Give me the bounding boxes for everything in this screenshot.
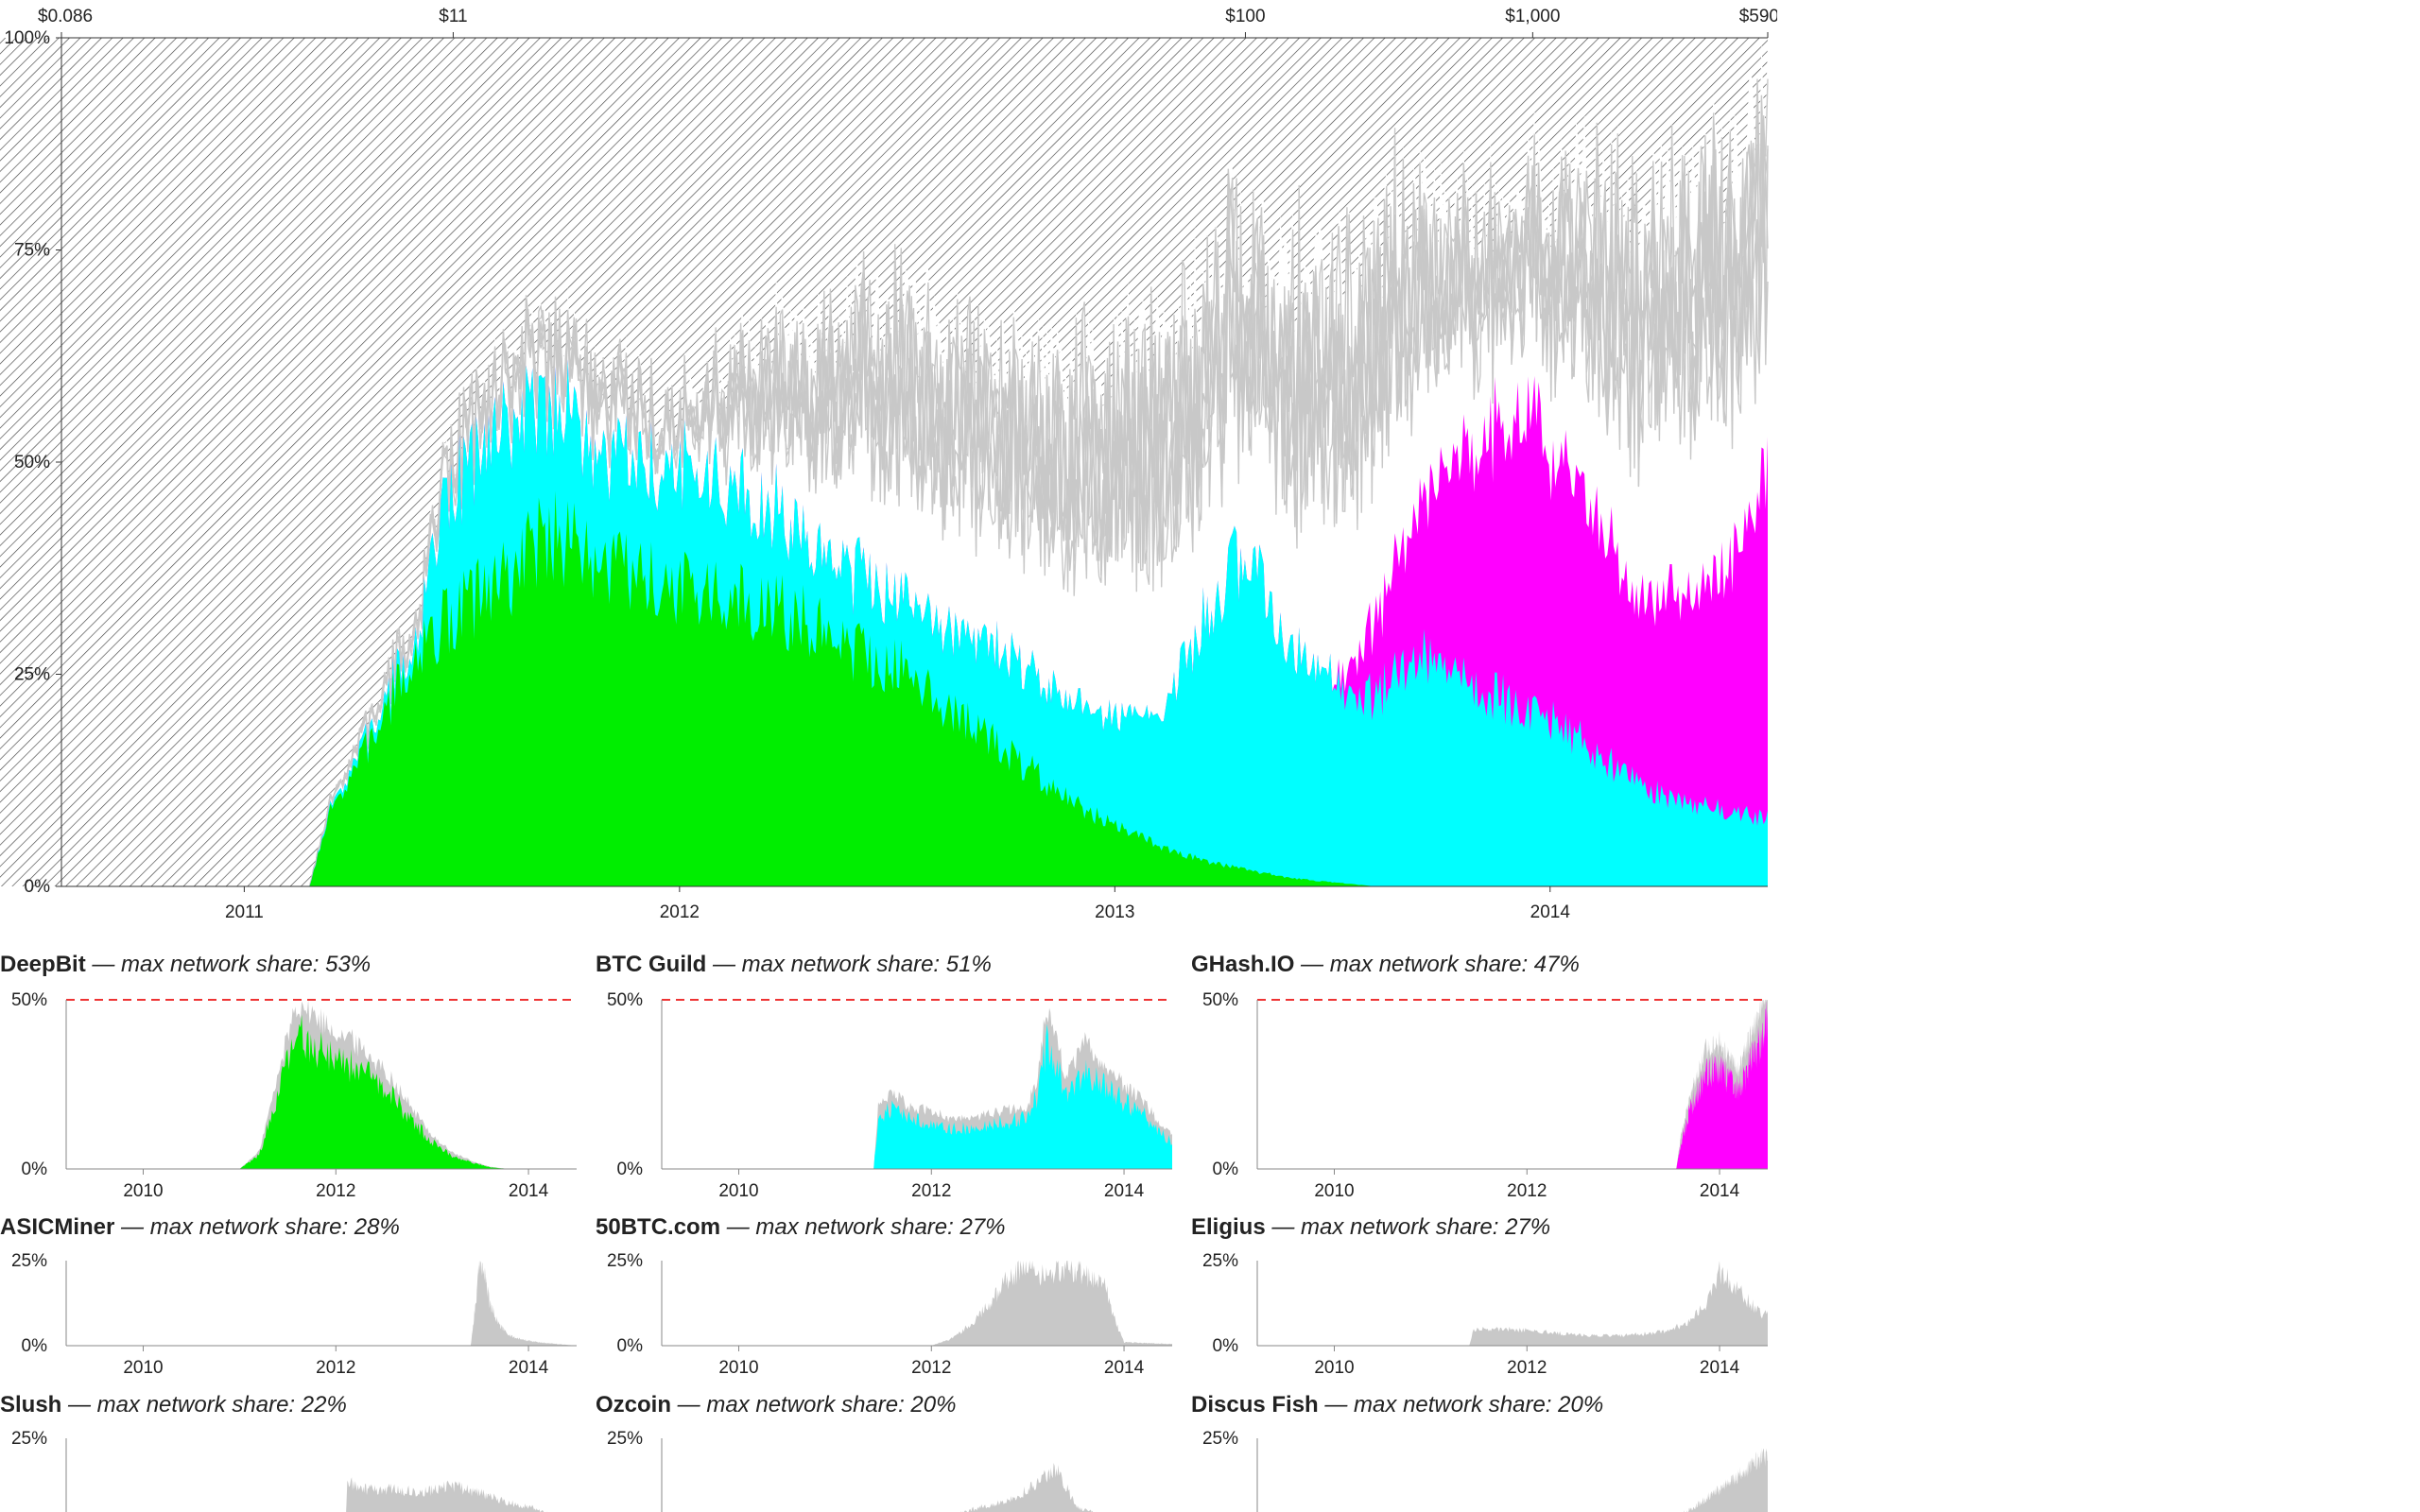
price-tick-label: $590	[1739, 7, 1777, 26]
ghash-io-share-area	[1676, 1000, 1768, 1169]
x-tick-label: 2012	[911, 1358, 951, 1378]
y-tick-label: 100%	[4, 28, 50, 48]
btc-guild-title: BTC Guild — max network share: 51%	[596, 952, 992, 978]
50btc-com-pool-name: 50BTC.com	[596, 1214, 721, 1240]
ghash-io-pool-name: GHash.IO	[1191, 952, 1295, 977]
x-tick-label: 2012	[660, 902, 700, 922]
ozcoin-chart: 25%	[607, 1429, 1097, 1512]
x-tick-label: 2010	[123, 1181, 163, 1201]
btc-guild-share-area	[873, 1023, 1172, 1169]
btc-guild-chart: 0% 50% 2010 2012 2014	[607, 990, 1172, 1201]
ozcoin-title: Ozcoin — max network share: 20%	[596, 1392, 956, 1418]
main-plot-area	[0, 38, 1769, 887]
discus-fish-share-area	[1681, 1447, 1768, 1512]
x-tick-label: 2011	[225, 902, 264, 922]
x-tick-label: 2014	[1700, 1181, 1740, 1201]
y-tick-label: 25%	[11, 1251, 47, 1271]
y-tick-label: 0%	[1213, 1336, 1239, 1356]
y-tick-label: 75%	[14, 241, 50, 261]
y-tick-label: 25%	[1202, 1429, 1238, 1449]
price-tick-label: $11	[439, 7, 467, 26]
x-tick-label: 2012	[316, 1358, 355, 1378]
50btc-com-max-share: — max network share: 27%	[720, 1214, 1006, 1240]
y-tick-label: 25%	[14, 665, 50, 685]
x-tick-label: 2012	[316, 1181, 355, 1201]
price-tick-label: $0.086	[38, 7, 93, 26]
50btc-com-share-area	[931, 1261, 1172, 1346]
y-tick-label: 50%	[607, 990, 643, 1010]
x-tick-label: 2012	[1507, 1181, 1547, 1201]
deepbit-max-share: — max network share: 53%	[85, 952, 372, 977]
x-tick-label: 2014	[509, 1181, 549, 1201]
x-tick-label: 2010	[1314, 1181, 1354, 1201]
y-tick-label: 50%	[11, 990, 47, 1010]
y-tick-label: 50%	[14, 453, 50, 472]
asicminer-max-share: — max network share: 28%	[114, 1214, 400, 1240]
ozcoin-pool-name: Ozcoin	[596, 1392, 672, 1418]
x-tick-label: 2010	[718, 1181, 758, 1201]
ghash-io-title: GHash.IO — max network share: 47%	[1191, 952, 1580, 978]
discus-fish-max-share: — max network share: 20%	[1318, 1392, 1604, 1418]
eligius-title: Eligius — max network share: 27%	[1191, 1214, 1550, 1241]
x-tick-label: 2013	[1095, 902, 1134, 922]
slush-chart: 25%	[11, 1429, 548, 1512]
asicminer-chart: 0% 25% 2010 2012 2014	[11, 1251, 577, 1378]
eligius-chart: 0% 25% 2010 2012 2014	[1202, 1251, 1768, 1378]
btc-guild-max-share: — max network share: 51%	[706, 952, 992, 977]
x-tick-label: 2014	[1530, 902, 1571, 922]
discus-fish-title: Discus Fish — max network share: 20%	[1191, 1392, 1603, 1418]
x-tick-label: 2014	[1104, 1181, 1145, 1201]
eligius-max-share: — max network share: 27%	[1265, 1214, 1551, 1240]
main-axes: 0% 25% 50% 75% 100% 2011 2012 2013 2014 $0.086 $11…	[4, 7, 1777, 922]
x-tick-label: 2012	[911, 1181, 951, 1201]
eligius-pool-name: Eligius	[1191, 1214, 1266, 1240]
x-tick-label: 2014	[1104, 1358, 1145, 1378]
deepbit-title: DeepBit — max network share: 53%	[0, 952, 371, 978]
y-tick-label: 0%	[22, 1336, 48, 1356]
50btc-com-title: 50BTC.com — max network share: 27%	[596, 1214, 1006, 1241]
asicminer-pool-name: ASICMiner	[0, 1214, 115, 1240]
eligius-share-area	[1469, 1261, 1768, 1346]
price-tick-label: $100	[1225, 7, 1265, 26]
y-tick-label: 25%	[607, 1429, 643, 1449]
x-tick-label: 2014	[1700, 1358, 1740, 1378]
y-tick-label: 0%	[22, 1160, 48, 1179]
deepbit-share-area	[239, 1014, 577, 1169]
btc-guild-pool-name: BTC Guild	[596, 952, 707, 977]
asicminer-share-area	[470, 1261, 577, 1346]
x-tick-label: 2012	[1507, 1358, 1547, 1378]
y-tick-label: 25%	[607, 1251, 643, 1271]
ozcoin-max-share: — max network share: 20%	[671, 1392, 957, 1418]
slush-max-share: — max network share: 22%	[61, 1392, 347, 1418]
other-pools-line	[308, 106, 1769, 887]
y-tick-label: 0%	[1213, 1160, 1239, 1179]
price-tick-label: $1,000	[1505, 7, 1560, 26]
deepbit-chart: 0% 50% 2010 2012 2014	[11, 990, 577, 1201]
deepbit-pool-name: DeepBit	[0, 952, 86, 977]
deepbit-area	[309, 490, 1769, 886]
slush-share-area	[346, 1477, 548, 1512]
y-tick-label: 50%	[1202, 990, 1238, 1010]
y-tick-label: 25%	[11, 1429, 47, 1449]
50btc-com-chart: 0% 25% 2010 2012 2014	[607, 1251, 1172, 1378]
discus-fish-pool-name: Discus Fish	[1191, 1392, 1319, 1418]
main-stacked-chart: 0% 25% 50% 75% 100% 2011 2012 2013 2014 $0.086 $11…	[0, 7, 1777, 922]
x-tick-label: 2010	[1314, 1358, 1354, 1378]
slush-title: Slush — max network share: 22%	[0, 1392, 347, 1418]
y-tick-label: 0%	[617, 1336, 644, 1356]
x-tick-label: 2010	[718, 1358, 758, 1378]
x-tick-label: 2014	[509, 1358, 549, 1378]
asicminer-title: ASICMiner — max network share: 28%	[0, 1214, 400, 1241]
ghash-io-chart: 0% 50% 2010 2012 2014	[1202, 990, 1768, 1201]
ghash-io-max-share: — max network share: 47%	[1294, 952, 1580, 977]
y-tick-label: 25%	[1202, 1251, 1238, 1271]
y-tick-label: 0%	[25, 877, 51, 897]
x-tick-label: 2010	[123, 1358, 163, 1378]
discus-fish-chart: 25%	[1202, 1429, 1768, 1512]
ozcoin-share-area	[960, 1463, 1097, 1512]
y-tick-label: 0%	[617, 1160, 644, 1179]
slush-pool-name: Slush	[0, 1392, 62, 1418]
